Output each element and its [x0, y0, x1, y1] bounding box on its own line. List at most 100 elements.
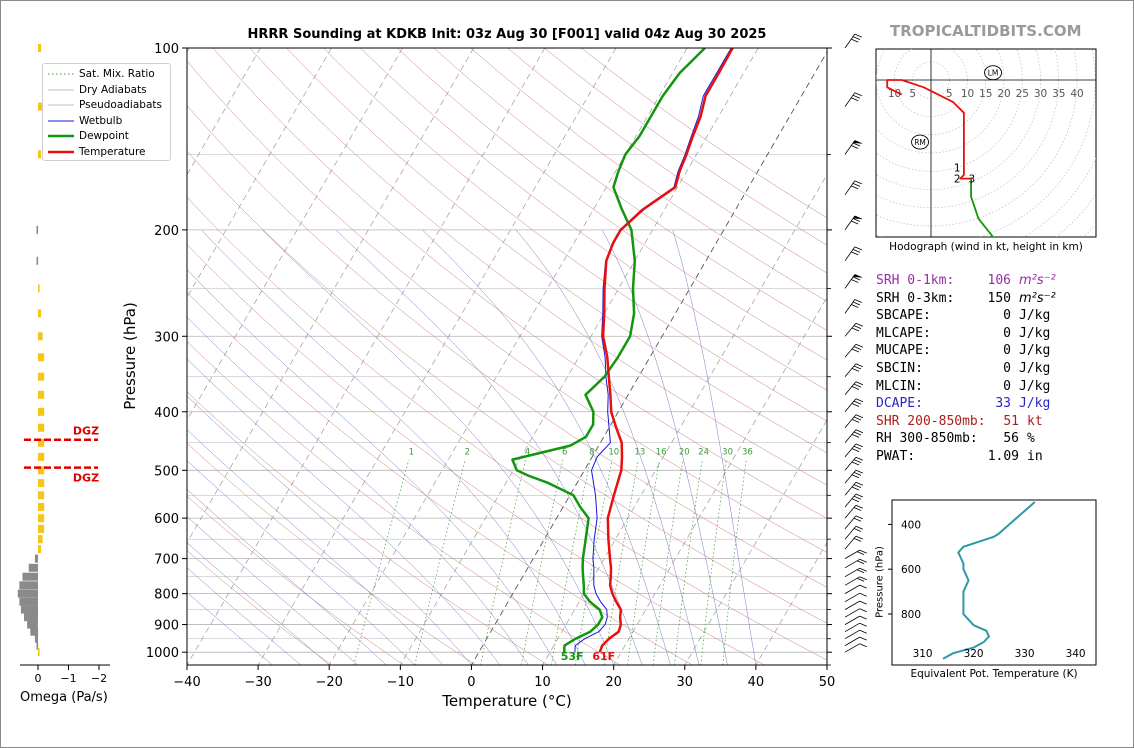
index-value: 150	[987, 290, 1011, 306]
wind-barb	[844, 549, 867, 559]
wind-barb	[844, 558, 867, 569]
omega-bar	[38, 545, 42, 554]
wind-barb-pennant	[853, 216, 862, 219]
omega-bar	[20, 605, 38, 614]
isotherm	[187, 48, 546, 665]
wind-barb-staff	[844, 429, 857, 443]
mixing-ratio-label: 16	[656, 447, 667, 457]
wind-barb	[844, 535, 864, 550]
wind-barb	[844, 504, 864, 519]
wind-barb-staff	[844, 33, 856, 49]
theta-e-y-tick-label: 600	[901, 564, 921, 576]
legend-label: Pseudoadiabats	[79, 99, 162, 112]
hodograph-ring-label: 20	[997, 88, 1010, 100]
legend-label: Wetbulb	[79, 114, 123, 127]
y-tick-label: 900	[154, 619, 179, 634]
wind-barb-staff	[844, 323, 857, 337]
wind-barb	[844, 398, 864, 413]
hodograph-ring-label: 25	[1016, 88, 1029, 100]
mixing-ratio-label: 4	[525, 447, 530, 457]
wind-barb	[844, 584, 867, 594]
mixing-ratio-label: 36	[742, 447, 753, 457]
wind-barb-staff	[844, 608, 860, 618]
index-value: 56	[1003, 431, 1019, 447]
wind-barb-staff	[844, 615, 860, 625]
legend-label: Dry Adiabats	[79, 83, 147, 96]
omega-bar	[38, 407, 45, 416]
wind-barb-feather	[859, 549, 867, 554]
wind-barb-staff	[844, 584, 860, 594]
hodograph-height-label: 2	[954, 174, 961, 186]
hodograph-ring-label: 10	[961, 88, 974, 100]
index-row: MLCAPE: 0 J/kg	[876, 326, 1091, 343]
legend-label: Sat. Mix. Ratio	[79, 68, 155, 80]
index-label: SHR 200-850mb:	[876, 413, 986, 429]
index-label: SBCAPE:	[876, 308, 931, 324]
isotherm	[542, 173, 827, 665]
mixing-ratio-line	[722, 459, 747, 665]
wind-barb-feather	[851, 145, 859, 149]
legend-entry: Sat. Mix. Ratio	[47, 67, 155, 81]
theta-e-plot	[942, 501, 1036, 660]
wind-barb-feather	[855, 363, 864, 368]
omega-bar	[38, 284, 40, 293]
wind-barb-staff	[844, 600, 860, 610]
omega-tick-label: 0	[35, 672, 42, 685]
wind-barb-feather	[851, 486, 860, 491]
wind-barb	[844, 493, 864, 508]
pseudoadiabat	[335, 229, 643, 665]
legend-swatch	[48, 89, 74, 91]
index-row: SBCAPE: 0 J/kg	[876, 308, 1091, 325]
wind-barb-feather	[852, 301, 861, 306]
legend-entry: Dry Adiabats	[47, 83, 147, 97]
hodograph-height-label: 3	[968, 174, 975, 186]
dgz-label: DGZ	[73, 425, 99, 438]
wind-barb-staff	[844, 299, 856, 314]
wind-barb	[844, 429, 864, 443]
theta-e-y-tick-label: 400	[901, 519, 921, 531]
wind-barb-staff	[844, 457, 857, 471]
hodograph-height-label: 1	[954, 163, 961, 175]
pseudoadiabat	[422, 229, 671, 665]
theta-e-x-tick-label: 340	[1066, 648, 1086, 660]
y-tick-label: 300	[154, 330, 179, 345]
index-value: 106	[987, 273, 1011, 288]
mixing-ratio-line	[480, 459, 526, 665]
x-tick-label: 40	[748, 675, 765, 690]
wind-barb-feather	[855, 398, 864, 403]
y-tick-label: 100	[154, 42, 179, 57]
wind-barb-feather	[853, 383, 862, 388]
wind-barb-feather	[852, 142, 861, 147]
index-label: PWAT:	[876, 449, 916, 464]
x-tick-label: 30	[677, 675, 694, 690]
wind-barb-feather	[853, 507, 862, 511]
wind-barb-feather	[855, 381, 864, 386]
y-tick-label: 1000	[146, 646, 179, 661]
wind-barb-feather	[851, 38, 859, 43]
wind-barb	[844, 481, 864, 496]
wind-barb-feather	[851, 448, 860, 452]
wind-barb-feather	[851, 498, 860, 503]
wind-barb-feather	[851, 279, 859, 283]
temperature-line	[598, 48, 734, 653]
wind-barb	[844, 443, 864, 458]
wind-barb-feather	[851, 434, 860, 438]
wind-barb-feather	[859, 636, 867, 641]
wind-barb-staff	[844, 629, 860, 640]
wind-barb-feather	[853, 325, 862, 329]
index-row: SHR 200-850mb: 51 kt	[876, 414, 1091, 431]
dry-adiabat	[187, 150, 827, 624]
index-unit: %	[1027, 431, 1035, 447]
wind-barb-feather	[859, 584, 867, 589]
dry-adiabat	[187, 60, 827, 553]
dry-adiabat	[360, 48, 827, 391]
x-tick-label: 10	[534, 675, 551, 690]
dry-adiabat	[187, 341, 621, 665]
isotherm	[684, 419, 827, 665]
mixing-ratio-label: 30	[722, 447, 733, 457]
pseudoadiabat	[601, 229, 728, 665]
wind-barb-feather	[853, 517, 862, 522]
dry-adiabat	[323, 48, 827, 422]
x-tick-label: 20	[605, 675, 622, 690]
omega-bar	[38, 353, 45, 362]
